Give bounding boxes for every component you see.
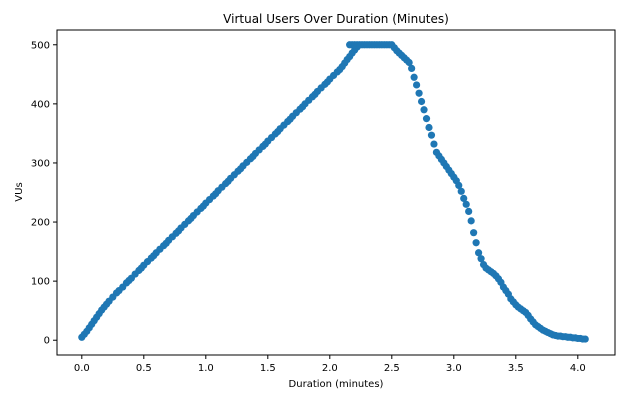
y-axis-label: VUs: [14, 182, 25, 201]
x-tick-label: 4.0: [570, 363, 586, 374]
data-point: [457, 187, 465, 195]
data-point: [477, 255, 485, 263]
axes-frame: [56, 29, 616, 356]
data-point: [472, 239, 480, 247]
x-tick-label: 2.0: [322, 363, 338, 374]
y-tick-label: 500: [31, 40, 50, 51]
data-point: [455, 181, 463, 190]
data-point: [467, 217, 475, 225]
x-tick-label: 2.5: [384, 363, 400, 374]
y-tick-label: 400: [31, 99, 50, 110]
data-point: [427, 131, 436, 139]
data-point: [417, 97, 426, 106]
points-layer: [78, 41, 589, 343]
data-point: [408, 64, 416, 73]
data-point: [405, 58, 413, 67]
data-point: [415, 89, 423, 97]
data-point: [465, 207, 473, 216]
data-point: [462, 200, 470, 208]
x-tick-label: 0.0: [74, 363, 90, 374]
y-ticks: 0 100 200 300 400 500: [31, 40, 57, 347]
data-point: [413, 81, 421, 89]
y-tick-label: 200: [31, 218, 50, 229]
data-point: [460, 194, 468, 203]
data-point: [410, 73, 418, 81]
data-point: [425, 123, 433, 132]
data-point: [420, 106, 428, 114]
data-point: [430, 140, 438, 148]
chart-title: Virtual Users Over Duration (Minutes): [223, 12, 449, 26]
data-point: [475, 249, 483, 257]
x-axis-label: Duration (minutes): [289, 379, 384, 390]
y-tick-label: 100: [31, 277, 50, 288]
data-point: [470, 229, 478, 237]
x-ticks: 0.0 0.5 1.0 1.5 2.0 2.5 3.0 3.5 4.0: [74, 355, 586, 374]
y-tick-label: 300: [31, 158, 50, 169]
data-point: [581, 335, 589, 343]
y-tick-label: 0: [44, 336, 50, 347]
x-tick-label: 1.0: [198, 363, 214, 374]
x-tick-label: 0.5: [136, 363, 152, 374]
x-tick-label: 3.5: [508, 363, 524, 374]
data-point: [422, 115, 431, 123]
x-tick-label: 1.5: [260, 363, 276, 374]
x-tick-label: 3.0: [446, 363, 462, 374]
